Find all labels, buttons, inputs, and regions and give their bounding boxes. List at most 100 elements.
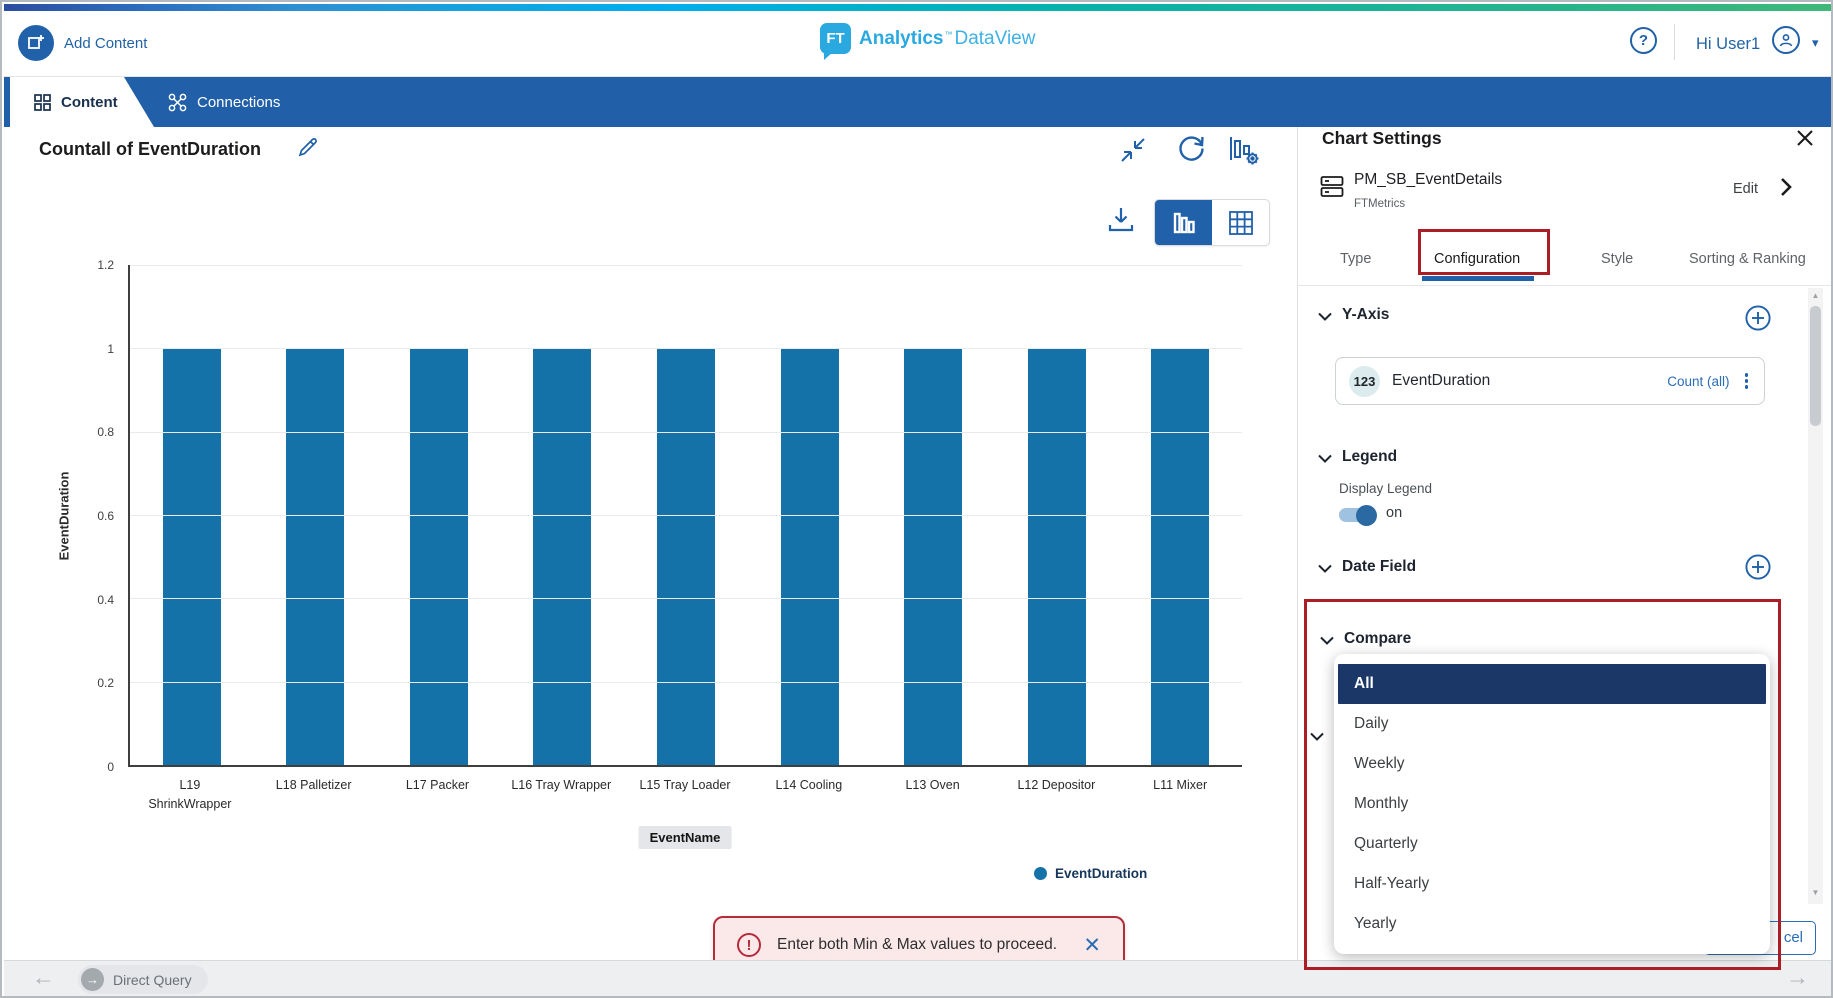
settings-tab-configuration[interactable]: Configuration bbox=[1434, 251, 1520, 267]
y-axis-section-chevron-icon[interactable] bbox=[1318, 312, 1332, 321]
date-field-section-chevron-icon[interactable] bbox=[1318, 564, 1332, 573]
y-axis-section-heading[interactable]: Y-Axis bbox=[1342, 306, 1389, 324]
bar-l14-cooling[interactable] bbox=[781, 348, 839, 765]
x-axis-label: L17 Packer bbox=[376, 776, 500, 814]
aggregation-label[interactable]: Count (all) bbox=[1667, 374, 1729, 389]
user-menu-caret-icon[interactable]: ▾ bbox=[1812, 35, 1819, 51]
compare-option-all[interactable]: All bbox=[1338, 664, 1766, 704]
display-legend-toggle[interactable] bbox=[1339, 508, 1375, 522]
settings-tab-style[interactable]: Style bbox=[1601, 251, 1633, 267]
date-field-section-heading[interactable]: Date Field bbox=[1342, 558, 1416, 576]
edit-title-pencil-icon[interactable] bbox=[296, 135, 320, 159]
toggle-knob bbox=[1356, 505, 1377, 526]
dataset-source: FTMetrics bbox=[1354, 198, 1405, 210]
bar-view-button[interactable] bbox=[1155, 200, 1212, 245]
dataset-edit-link[interactable]: Edit bbox=[1733, 181, 1758, 197]
panel-scrollbar[interactable]: ▲ ▼ bbox=[1808, 288, 1823, 904]
refresh-icon[interactable] bbox=[1176, 133, 1207, 164]
hidden-section-chevron-icon[interactable] bbox=[1310, 732, 1324, 741]
chart-settings-icon[interactable] bbox=[1227, 133, 1260, 166]
settings-tab-sorting-ranking[interactable]: Sorting & Ranking bbox=[1689, 251, 1806, 267]
y-axis-field-name: EventDuration bbox=[1392, 372, 1667, 390]
content-grid-icon bbox=[34, 94, 51, 111]
gridline bbox=[130, 682, 1242, 683]
compare-option-monthly[interactable]: Monthly bbox=[1334, 784, 1770, 824]
alert-icon: ! bbox=[737, 933, 761, 957]
y-axis-field-card[interactable]: 123 EventDuration Count (all) bbox=[1335, 357, 1765, 405]
app-window: Add Content FT Analytics ™ DataView ? Hi… bbox=[0, 0, 1833, 998]
bar-l15-tray-loader[interactable] bbox=[657, 348, 715, 765]
dataset-chevron-right-icon[interactable] bbox=[1778, 176, 1794, 198]
y-axis-add-icon[interactable] bbox=[1744, 304, 1772, 332]
chart-view-toggle bbox=[1154, 199, 1270, 246]
compare-dropdown: AllDailyWeeklyMonthlyQuarterlyHalf-Yearl… bbox=[1334, 654, 1770, 954]
logo-brand: Analytics bbox=[859, 28, 943, 50]
x-axis-labels: L19ShrinkWrapperL18 PalletizerL17 Packer… bbox=[128, 776, 1242, 814]
collapse-icon[interactable] bbox=[1119, 136, 1147, 164]
forward-arrow-icon[interactable]: → bbox=[1786, 966, 1809, 989]
scroll-down-icon[interactable]: ▼ bbox=[1808, 888, 1823, 897]
tab-connections[interactable]: Connections bbox=[168, 77, 280, 127]
logo-trademark: ™ bbox=[944, 28, 952, 39]
legend-dot bbox=[1034, 867, 1047, 880]
chart-legend[interactable]: EventDuration bbox=[1034, 866, 1147, 881]
x-axis-label: L16 Tray Wrapper bbox=[499, 776, 623, 814]
y-tick-label: 0 bbox=[107, 760, 114, 774]
y-axis-title: EventDuration bbox=[57, 472, 72, 561]
toast-close-icon[interactable]: ✕ bbox=[1083, 935, 1101, 956]
compare-option-daily[interactable]: Daily bbox=[1334, 704, 1770, 744]
x-axis-label: L19ShrinkWrapper bbox=[128, 776, 252, 814]
legend-section-chevron-icon[interactable] bbox=[1318, 454, 1332, 463]
user-avatar-icon[interactable] bbox=[1772, 26, 1800, 54]
field-kebab-menu-icon[interactable] bbox=[1742, 370, 1752, 392]
x-axis-field-badge[interactable]: EventName bbox=[639, 826, 732, 849]
help-icon[interactable]: ? bbox=[1630, 27, 1657, 54]
panel-close-icon[interactable] bbox=[1795, 128, 1815, 148]
bar-l18-palletizer[interactable] bbox=[286, 348, 344, 765]
bar-l12-depositor[interactable] bbox=[1028, 348, 1086, 765]
y-tick-label: 0.8 bbox=[97, 425, 114, 439]
legend-section-heading[interactable]: Legend bbox=[1342, 448, 1397, 466]
compare-option-quarterly[interactable]: Quarterly bbox=[1334, 824, 1770, 864]
x-axis-label: L18 Palletizer bbox=[252, 776, 376, 814]
y-tick-label: 0.6 bbox=[97, 509, 114, 523]
x-axis-label: L14 Cooling bbox=[747, 776, 871, 814]
direct-query-label: Direct Query bbox=[113, 972, 192, 988]
direct-query-badge[interactable]: → Direct Query bbox=[78, 965, 208, 994]
tabs-divider bbox=[1298, 285, 1833, 286]
table-view-button[interactable] bbox=[1212, 200, 1269, 245]
gridline bbox=[130, 348, 1242, 349]
add-content-button[interactable] bbox=[18, 25, 54, 61]
date-field-add-icon[interactable] bbox=[1744, 553, 1772, 581]
direct-query-arrow-icon: → bbox=[81, 968, 104, 991]
back-arrow-icon[interactable]: ← bbox=[32, 966, 55, 989]
y-tick-label: 0.2 bbox=[97, 676, 114, 690]
compare-option-weekly[interactable]: Weekly bbox=[1334, 744, 1770, 784]
y-tick-label: 0.4 bbox=[97, 593, 114, 607]
dataset-icon bbox=[1320, 174, 1344, 200]
download-icon[interactable] bbox=[1106, 205, 1136, 235]
gridline bbox=[130, 432, 1242, 433]
bar-l11-mixer[interactable] bbox=[1151, 348, 1209, 765]
bar-l16-tray-wrapper[interactable] bbox=[533, 348, 591, 765]
scrollbar-thumb[interactable] bbox=[1810, 306, 1821, 426]
bar-l19-shrinkwrapper[interactable] bbox=[163, 348, 221, 765]
settings-tabs: Type Configuration Style Sorting & Ranking bbox=[1297, 241, 1833, 281]
toggle-state-label: on bbox=[1386, 505, 1402, 521]
compare-option-half-yearly[interactable]: Half-Yearly bbox=[1334, 864, 1770, 904]
y-tick-label: 1.2 bbox=[97, 258, 114, 272]
scroll-up-icon[interactable]: ▲ bbox=[1808, 291, 1823, 300]
tab-connections-label: Connections bbox=[197, 94, 280, 111]
bar-l13-oven[interactable] bbox=[904, 348, 962, 765]
compare-option-yearly[interactable]: Yearly bbox=[1334, 904, 1770, 944]
x-axis-label: L13 Oven bbox=[871, 776, 995, 814]
toast-message: Enter both Min & Max values to proceed. bbox=[777, 936, 1083, 954]
settings-tab-type[interactable]: Type bbox=[1340, 251, 1371, 267]
compare-section-heading[interactable]: Compare bbox=[1344, 630, 1411, 648]
compare-section-chevron-icon[interactable] bbox=[1320, 636, 1334, 645]
y-tick-label: 1 bbox=[107, 342, 114, 356]
add-content-label[interactable]: Add Content bbox=[64, 35, 147, 52]
gridline bbox=[130, 515, 1242, 516]
bar-l17-packer[interactable] bbox=[410, 348, 468, 765]
user-greeting[interactable]: Hi User1 bbox=[1696, 35, 1760, 54]
